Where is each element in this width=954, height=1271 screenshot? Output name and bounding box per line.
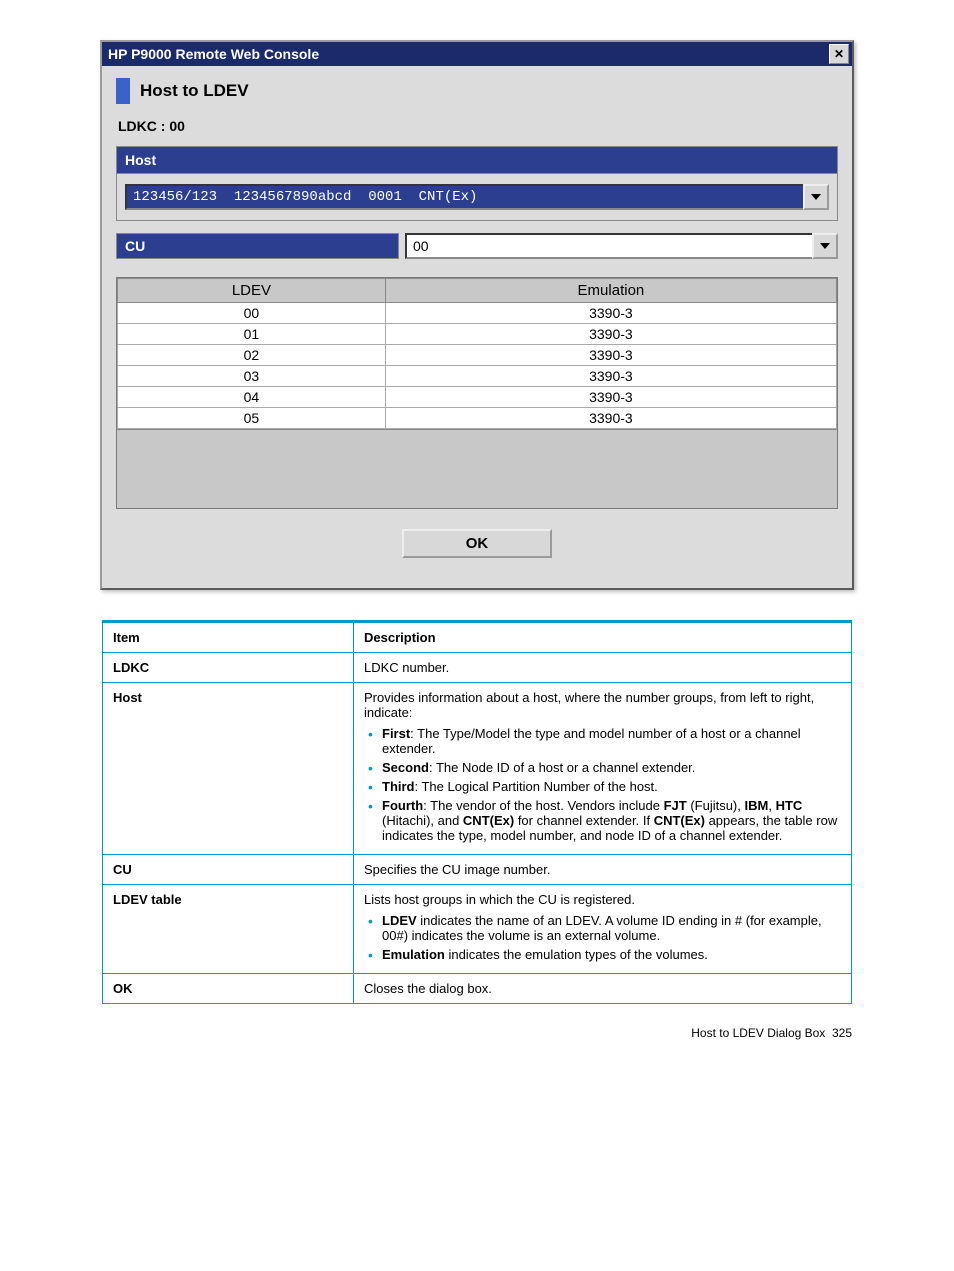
ldev-cell: 04 — [118, 387, 386, 408]
chevron-down-icon[interactable] — [812, 233, 838, 259]
list-item: Emulation indicates the emulation types … — [382, 947, 841, 962]
emulation-cell: 3390-3 — [385, 324, 836, 345]
bold-label: Fourth — [382, 798, 423, 813]
description-table: Item Description LDKC LDKC number. Host … — [102, 620, 852, 1004]
dialog-title: HP P9000 Remote Web Console — [108, 46, 319, 62]
desc-text: Closes the dialog box. — [354, 974, 852, 1004]
cu-select-value: 00 — [405, 233, 812, 259]
ldev-cell: 02 — [118, 345, 386, 366]
host-header: Host — [116, 146, 838, 173]
bold-label: IBM — [745, 798, 769, 813]
bold-label: Second — [382, 760, 429, 775]
table-empty-area — [117, 429, 837, 490]
emulation-col-header: Emulation — [385, 279, 836, 303]
section-bar-icon — [116, 78, 130, 104]
list-item: Second: The Node ID of a host or a chann… — [382, 760, 841, 775]
host-to-ldev-dialog: HP P9000 Remote Web Console ✕ Host to LD… — [100, 40, 854, 590]
bold-label: HTC — [776, 798, 803, 813]
emulation-cell: 3390-3 — [385, 408, 836, 429]
list-item: Third: The Logical Partition Number of t… — [382, 779, 841, 794]
list-item: LDEV indicates the name of an LDEV. A vo… — [382, 913, 841, 943]
ldev-cell: 05 — [118, 408, 386, 429]
ldkc-label: LDKC : 00 — [118, 118, 838, 134]
desc-item: LDKC — [103, 653, 354, 683]
list-text: for channel extender. If — [514, 813, 653, 828]
desc-item: LDEV table — [103, 885, 354, 974]
list-text: : The Type/Model the type and model numb… — [382, 726, 801, 756]
table-row[interactable]: 023390-3 — [118, 345, 837, 366]
desc-text: Lists host groups in which the CU is reg… — [354, 885, 852, 974]
ldev-cell: 03 — [118, 366, 386, 387]
desc-item-header: Item — [103, 622, 354, 653]
emulation-cell: 3390-3 — [385, 345, 836, 366]
table-row[interactable]: 053390-3 — [118, 408, 837, 429]
table-row[interactable]: 003390-3 — [118, 303, 837, 324]
footer-page: 325 — [832, 1026, 852, 1040]
cu-select[interactable]: 00 — [405, 233, 838, 259]
table-row[interactable]: 033390-3 — [118, 366, 837, 387]
table-row: Host Provides information about a host, … — [103, 683, 852, 855]
desc-intro: Provides information about a host, where… — [364, 690, 814, 720]
emulation-cell: 3390-3 — [385, 303, 836, 324]
list-item: Fourth: The vendor of the host. Vendors … — [382, 798, 841, 843]
list-item: First: The Type/Model the type and model… — [382, 726, 841, 756]
dialog-titlebar: HP P9000 Remote Web Console ✕ — [102, 42, 852, 66]
bold-label: FJT — [664, 798, 687, 813]
ldev-table: LDEV Emulation 003390-3 013390-3 023390-… — [116, 277, 838, 509]
table-row: LDEV table Lists host groups in which th… — [103, 885, 852, 974]
table-row: LDKC LDKC number. — [103, 653, 852, 683]
desc-item: CU — [103, 855, 354, 885]
footer-text: Host to LDEV Dialog Box — [691, 1026, 825, 1040]
list-text: : The Logical Partition Number of the ho… — [415, 779, 658, 794]
ok-button[interactable]: OK — [402, 529, 552, 558]
desc-intro: Lists host groups in which the CU is reg… — [364, 892, 635, 907]
ldev-cell: 01 — [118, 324, 386, 345]
table-row: CU Specifies the CU image number. — [103, 855, 852, 885]
desc-item: Host — [103, 683, 354, 855]
emulation-cell: 3390-3 — [385, 366, 836, 387]
page-footer: Host to LDEV Dialog Box 325 — [102, 1026, 852, 1040]
desc-item: OK — [103, 974, 354, 1004]
desc-description-header: Description — [354, 622, 852, 653]
bold-label: First — [382, 726, 410, 741]
bold-label: LDEV — [382, 913, 417, 928]
ldev-col-header: LDEV — [118, 279, 386, 303]
list-text: (Fujitsu), — [687, 798, 745, 813]
list-text: : The vendor of the host. Vendors includ… — [423, 798, 663, 813]
list-text: (Hitachi), and — [382, 813, 463, 828]
ldev-cell: 00 — [118, 303, 386, 324]
chevron-down-icon[interactable] — [803, 184, 829, 210]
table-row: OK Closes the dialog box. — [103, 974, 852, 1004]
bold-label: CNT(Ex) — [463, 813, 514, 828]
bold-label: CNT(Ex) — [654, 813, 705, 828]
cu-label: CU — [116, 233, 399, 259]
emulation-cell: 3390-3 — [385, 387, 836, 408]
bold-label: Third — [382, 779, 415, 794]
table-row[interactable]: 043390-3 — [118, 387, 837, 408]
bold-label: Emulation — [382, 947, 445, 962]
list-text: indicates the name of an LDEV. A volume … — [382, 913, 822, 943]
list-text: , — [768, 798, 775, 813]
desc-text: LDKC number. — [354, 653, 852, 683]
section-title: Host to LDEV — [140, 81, 249, 101]
desc-text: Specifies the CU image number. — [354, 855, 852, 885]
close-icon[interactable]: ✕ — [829, 44, 849, 64]
host-select-value: 123456/123 1234567890abcd 0001 CNT(Ex) — [125, 184, 803, 210]
list-text: : The Node ID of a host or a channel ext… — [429, 760, 695, 775]
desc-text: Provides information about a host, where… — [354, 683, 852, 855]
host-select[interactable]: 123456/123 1234567890abcd 0001 CNT(Ex) — [125, 184, 829, 210]
table-row[interactable]: 013390-3 — [118, 324, 837, 345]
list-text: indicates the emulation types of the vol… — [445, 947, 708, 962]
